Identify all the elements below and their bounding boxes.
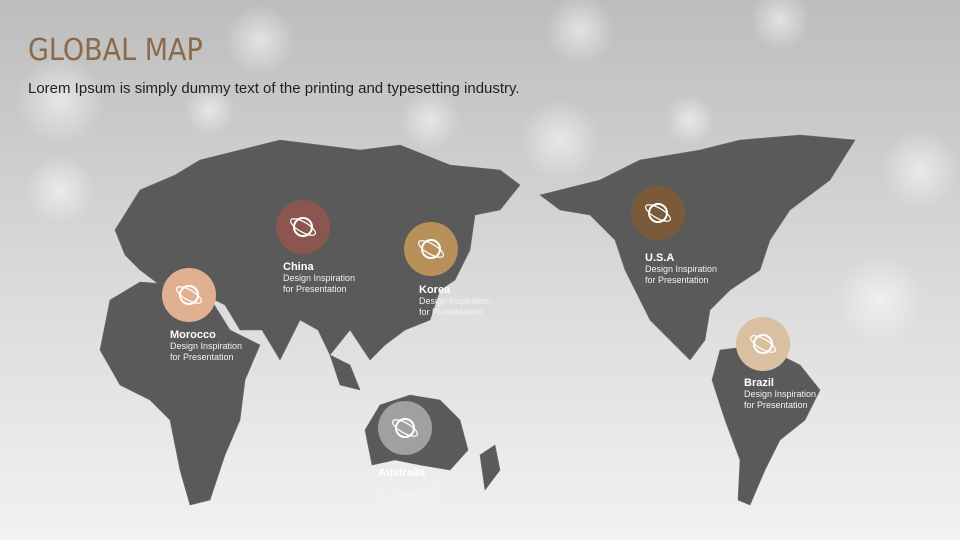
marker-name: U.S.A [645,252,674,264]
marker-description: for Presentation [170,352,234,362]
marker-circle [276,200,330,254]
marker-circle [404,222,458,276]
marker-description: Design Inspiration [645,264,717,274]
marker-description: for Presentation [378,490,442,500]
marker-icon [418,239,444,259]
marker-name: Australia [378,467,426,479]
marker-description: Design Inspiration [419,296,491,306]
marker-description: for Presentation [283,284,347,294]
icon-orbit [645,204,671,222]
marker-icon [290,217,316,237]
marker-description: for Presentation [419,307,483,317]
icon-orbit [176,286,202,304]
marker-icon [392,418,418,438]
marker-name: Korea [419,284,451,296]
marker-icon [645,203,671,223]
title: GLOBAL MAP [28,33,203,68]
marker-circle [736,317,790,371]
icon-orbit [750,335,776,353]
marker-name: Morocco [170,329,216,341]
marker-circle [378,401,432,455]
marker-description: Design Inspiration [378,479,450,489]
marker-circle [162,268,216,322]
marker-description: Design Inspiration [744,389,816,399]
icon-orbit [290,218,316,236]
marker-description: for Presentation [744,400,808,410]
icon-orbit [418,240,444,258]
marker-description: Design Inspiration [170,341,242,351]
marker-name: Brazil [744,377,774,389]
marker-description: for Presentation [645,275,709,285]
subtitle: Lorem Ipsum is simply dummy text of the … [28,80,520,97]
marker-circle [631,186,685,240]
marker-icon [750,334,776,354]
bokeh [15,0,960,345]
marker-name: China [283,261,314,273]
marker-icon [176,285,202,305]
icon-orbit [392,419,418,437]
marker-description: Design Inspiration [283,273,355,283]
